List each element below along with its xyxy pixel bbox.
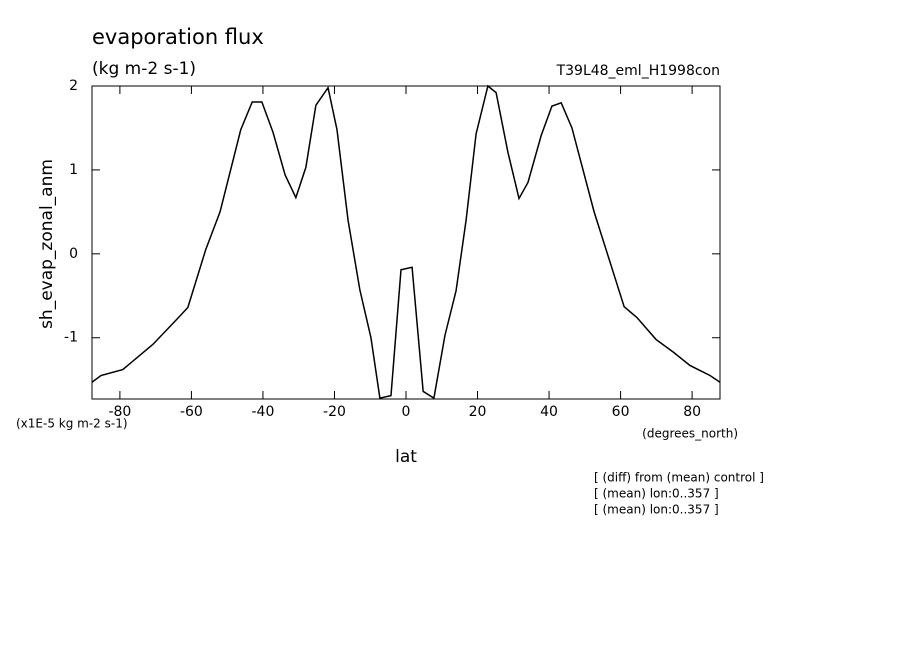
chart-title: evaporation flux [92, 25, 264, 49]
y-tick-label: 1 [69, 162, 78, 178]
y-tick-label: -1 [64, 330, 78, 346]
x-tick-label: -80 [108, 404, 131, 420]
note: [ (diff) from (mean) control ] [594, 471, 764, 485]
x-tick-label: 80 [683, 404, 701, 420]
y-tick-label: 0 [69, 246, 78, 262]
x-tick-label: -40 [252, 404, 275, 420]
units: (kg m-2 s-1) [92, 59, 196, 79]
x-axis-label: lat [395, 447, 417, 467]
x-tick-label: 60 [612, 404, 630, 420]
x-tick-label: -20 [323, 404, 346, 420]
data-line [91, 84, 721, 400]
x-units: (degrees_north) [642, 427, 738, 441]
y-axis-label: sh_evap_zonal_anm [37, 159, 57, 329]
x-tick-label: 0 [402, 404, 411, 420]
x-tick-label: -60 [180, 404, 203, 420]
x-tick-label: 40 [540, 404, 558, 420]
note: [ (mean) lon:0..357 ] [594, 487, 719, 501]
note: [ (mean) lon:0..357 ] [594, 503, 719, 517]
y-tick-label: 2 [69, 78, 78, 94]
dataset: T39L48_eml_H1998con [556, 63, 720, 79]
x-tick-label: 20 [469, 404, 487, 420]
y-scale-note: (x1E-5 kg m-2 s-1) [16, 417, 128, 431]
